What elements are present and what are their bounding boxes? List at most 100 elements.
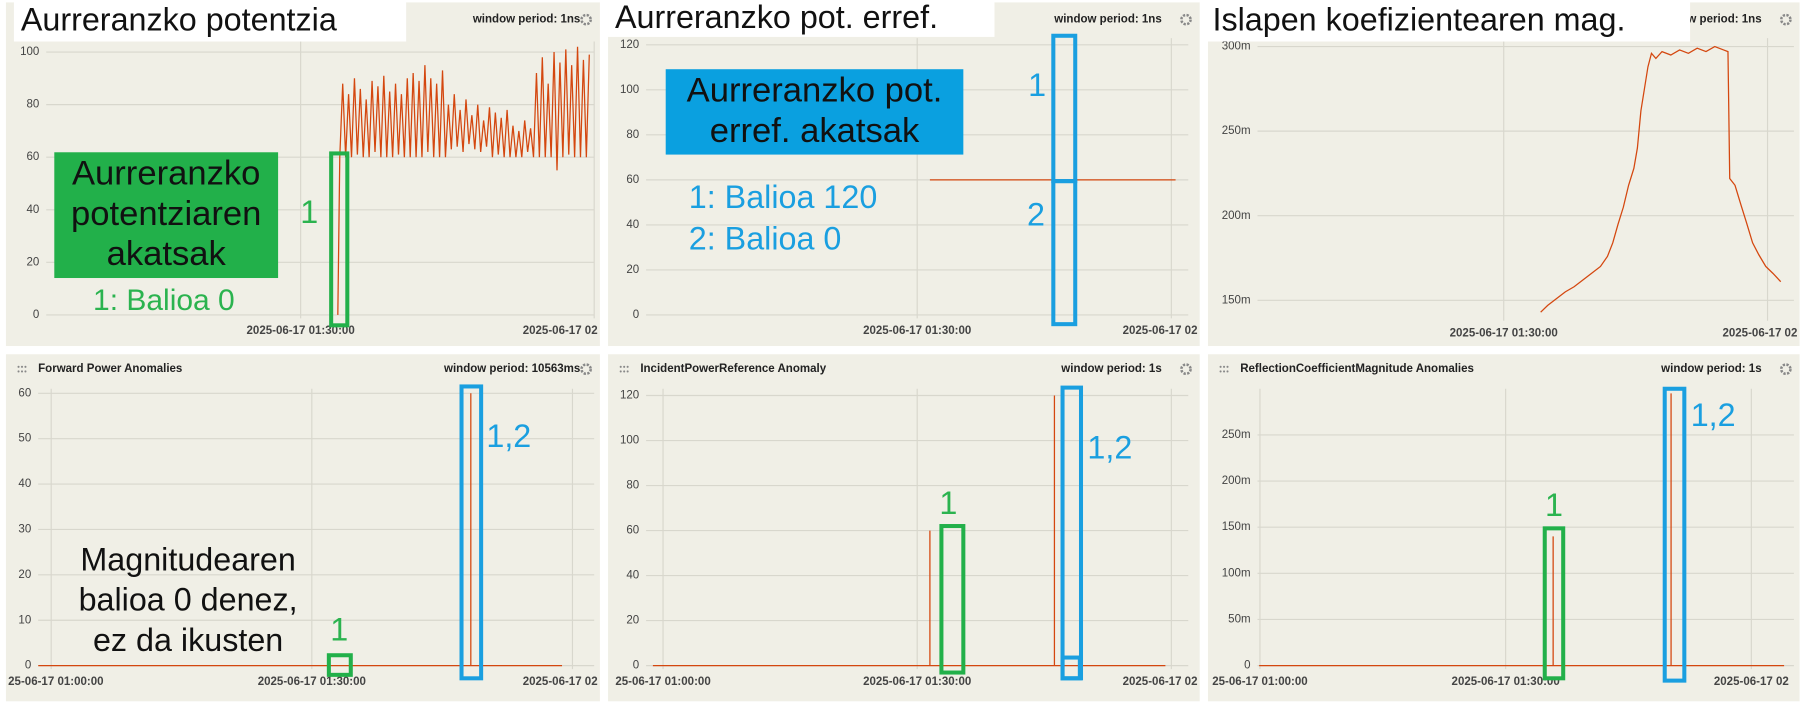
label-background	[608, 0, 995, 37]
y-tick-label: 120	[620, 390, 639, 402]
highlight-box	[1051, 179, 1078, 327]
y-tick-label: 300m	[1222, 41, 1251, 53]
x-tick-label: 2025-06-17 01:30:00	[258, 676, 366, 688]
y-tick-label: 150m	[1222, 521, 1251, 533]
plot-area	[1540, 45, 1782, 313]
plot-area	[1259, 393, 1785, 667]
highlight-box	[329, 151, 350, 328]
annotation-marker: 1	[939, 485, 957, 521]
settings-gear[interactable]	[1180, 363, 1192, 376]
settings-gear[interactable]	[1180, 13, 1192, 26]
x-tick-label: 2025-06-17 01:30:00	[863, 676, 971, 688]
annotation-marker: 1	[330, 612, 348, 648]
y-tick-label: 40	[18, 478, 31, 490]
settings-gear[interactable]	[580, 363, 592, 376]
window-period: window period: 1ns	[1053, 14, 1161, 26]
y-tick-label: 40	[626, 570, 639, 582]
y-tick-label: 100m	[1222, 567, 1251, 579]
window-period: window period: 1s	[1660, 363, 1761, 375]
plot-area	[337, 46, 590, 315]
drag-handle-dot	[1226, 370, 1229, 373]
y-tick-label: 200m	[1222, 210, 1251, 222]
y-tick-label: 0	[33, 309, 39, 321]
panel: window period: 1ns150m200m250m300m2025-0…	[1207, 2, 1800, 347]
drag-handle-dot	[626, 365, 629, 368]
x-tick-label: 2025-06-17 02	[1714, 676, 1789, 688]
y-tick-label: 60	[626, 525, 639, 537]
x-tick-label: 2025-06-17 02	[523, 676, 598, 688]
y-tick-label: 120	[620, 39, 639, 51]
x-tick-label: 25-06-17 01:00:00	[1212, 676, 1307, 688]
panel: IncidentPowerReference Anomaly window per…	[608, 354, 1200, 702]
callout-text: potentziaren	[71, 195, 261, 233]
drag-handle-dot	[20, 370, 24, 373]
highlight-box	[1542, 526, 1566, 681]
callout-text: erref. akatsak	[710, 112, 920, 150]
drag-handle-dot	[24, 365, 27, 368]
callout-text: Aurreranzko pot.	[687, 71, 943, 109]
y-tick-label: 80	[626, 129, 639, 141]
label-background	[1205, 0, 1691, 42]
y-tick-label: 100	[620, 435, 639, 447]
x-tick-label: 2025-06-17 02	[523, 325, 598, 337]
panel-label: Aurreranzko potentzia	[21, 1, 337, 37]
y-tick-label: 20	[626, 264, 639, 276]
annotation-marker: 1,2	[486, 418, 531, 454]
y-tick-label: 60	[18, 387, 31, 399]
panel-background	[5, 354, 600, 702]
x-tick-label: 2025-06-17 01:30:00	[1450, 327, 1558, 339]
y-tick-label: 50	[18, 433, 31, 445]
annotation-note: 2: Balioa 0	[689, 221, 842, 257]
x-tick-label: 2025-06-17 02	[1123, 676, 1198, 688]
panel-label: Aurreranzko pot. erref.	[615, 0, 938, 35]
callout-text: akatsak	[107, 235, 227, 273]
drag-handle-dot	[1223, 370, 1226, 373]
y-tick-label: 30	[18, 524, 31, 536]
panel: Forward Power Anomalies window period: 10…	[5, 354, 600, 702]
drag-handle-dot	[1219, 370, 1222, 373]
drag-handle-dot	[626, 370, 629, 373]
drag-handle-dot	[17, 370, 20, 373]
x-tick-label: 2025-06-17 02	[1722, 327, 1797, 339]
highlight-box	[1060, 655, 1082, 681]
x-tick-label: 2025-06-17 01:30:00	[247, 325, 355, 337]
drag-handle-dot	[1223, 365, 1226, 368]
y-tick-label: 80	[26, 99, 39, 111]
overlay: Aurreranzko potentzia Aurreranzkopotentzi…	[13, 0, 1736, 683]
x-tick-label: 25-06-17 01:00:00	[615, 676, 710, 688]
callout-text: Aurreranzko	[72, 154, 260, 192]
drag-handle-dot	[619, 365, 622, 368]
annotation-marker: 1	[1545, 487, 1563, 523]
y-tick-label: 20	[626, 615, 639, 627]
settings-gear[interactable]	[1779, 13, 1792, 26]
series-line	[1540, 45, 1782, 313]
window-period: window period: 1ns	[472, 14, 580, 26]
panel-title: IncidentPowerReference Anomaly	[640, 363, 826, 375]
panels: window period: 1ns0204060801002025-06-17…	[5, 2, 1800, 702]
drag-handle-dot	[623, 370, 626, 373]
y-tick-label: 100	[620, 84, 639, 96]
y-tick-label: 40	[626, 219, 639, 231]
x-tick-label: 25-06-17 01:00:00	[8, 676, 103, 688]
y-tick-label: 250m	[1222, 125, 1251, 137]
panel-background	[608, 2, 1200, 347]
x-tick-label: 2025-06-17 02	[1123, 325, 1198, 337]
y-tick-label: 50m	[1228, 614, 1250, 626]
y-tick-label: 20	[18, 569, 31, 581]
annotation-note: ez da ikusten	[93, 622, 283, 658]
highlight-box	[1662, 386, 1687, 683]
settings-gear[interactable]	[1779, 363, 1792, 376]
window-period: window period: 10563ms	[443, 363, 580, 375]
callout-background	[665, 69, 964, 155]
highlight-box	[939, 524, 966, 675]
plot-area	[652, 395, 1166, 667]
panel-background	[608, 354, 1200, 702]
drag-handle-dot	[619, 370, 622, 373]
y-tick-label: 150m	[1222, 294, 1251, 306]
settings-gear[interactable]	[580, 13, 592, 26]
y-tick-label: 20	[26, 256, 39, 268]
y-tick-label: 200m	[1222, 475, 1251, 487]
highlight-box	[459, 384, 484, 681]
annotation-marker: 1,2	[1087, 429, 1132, 465]
